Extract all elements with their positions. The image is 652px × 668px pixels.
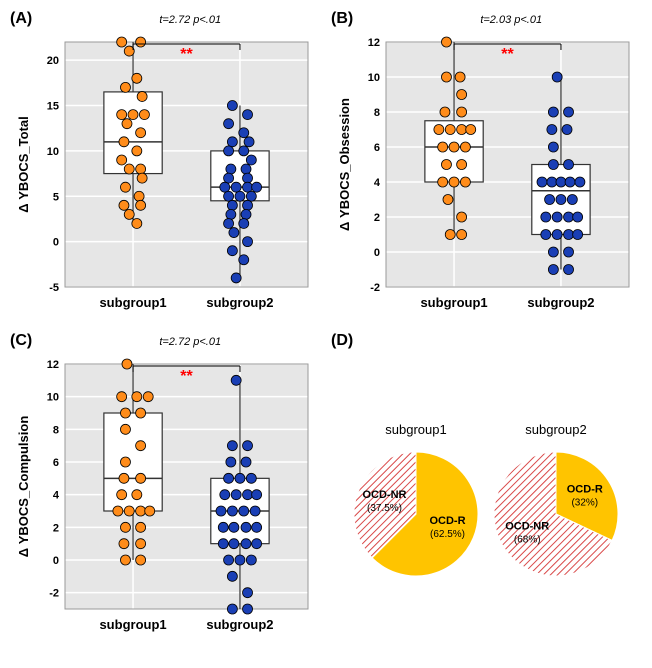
panel-label-a: (A) <box>10 10 32 28</box>
svg-text:**: ** <box>180 46 193 63</box>
svg-text:(37.5%): (37.5%) <box>367 503 402 514</box>
stat-c: t=2.72 p<.01 <box>159 336 221 348</box>
svg-text:0: 0 <box>374 247 380 259</box>
svg-text:subgroup1: subgroup1 <box>385 422 446 437</box>
svg-text:subgroup1: subgroup1 <box>420 295 487 310</box>
boxchart-a: -5 0 5 10 15 20 ** subgroup1 subgroup2 Δ YBOCS_To… <box>10 12 320 322</box>
svg-text:**: ** <box>501 46 514 63</box>
figure-grid: (A) t=2.72 p<.01 -505101520**subgroup1su… <box>10 10 642 644</box>
stat-b: t=2.03 p<.01 <box>480 14 542 26</box>
svg-text:-2: -2 <box>49 588 59 600</box>
svg-text:5: 5 <box>53 191 59 203</box>
svg-text:0: 0 <box>53 555 59 567</box>
svg-text:8: 8 <box>53 424 59 436</box>
svg-text:OCD-NR: OCD-NR <box>505 520 549 532</box>
stat-a: t=2.72 p<.01 <box>159 14 221 26</box>
svg-text:Δ YBOCS_Total: Δ YBOCS_Total <box>16 116 31 213</box>
svg-text:subgroup1: subgroup1 <box>99 295 166 310</box>
piecharts-d: subgroup1 OCD-R (62.5%) OCD-NR (37.5%) subgro… <box>331 334 641 644</box>
boxchart-c: -2 0 2 4 6 8 10 12 ** subgroup1 subgroup2 Δ YBOCS_C… <box>10 334 320 644</box>
svg-text:12: 12 <box>47 359 59 371</box>
svg-text:**: ** <box>180 368 193 385</box>
svg-text:(32%): (32%) <box>571 498 598 509</box>
svg-text:-5: -5 <box>49 282 59 294</box>
panel-d: (D) subgroup1OCD-R(62.5%)OCD-NR(37.5%)su… <box>331 332 642 644</box>
svg-text:10: 10 <box>47 392 59 404</box>
svg-text:10: 10 <box>368 72 380 84</box>
svg-text:0: 0 <box>53 237 59 249</box>
svg-text:2: 2 <box>374 212 380 224</box>
svg-text:Δ YBOCS_Obsession: Δ YBOCS_Obsession <box>337 98 352 231</box>
svg-text:(62.5%): (62.5%) <box>430 529 465 540</box>
svg-text:OCD-R: OCD-R <box>429 515 465 527</box>
svg-text:Δ YBOCS_Compulsion: Δ YBOCS_Compulsion <box>16 416 31 558</box>
svg-text:subgroup2: subgroup2 <box>206 617 273 632</box>
panel-label-c: (C) <box>10 332 32 350</box>
panel-a: (A) t=2.72 p<.01 -5 0 5 10 15 20 ** subgroup1 su… <box>10 10 321 322</box>
svg-text:8: 8 <box>374 107 380 119</box>
svg-text:6: 6 <box>374 142 380 154</box>
svg-text:OCD-NR: OCD-NR <box>362 489 406 501</box>
svg-text:6: 6 <box>53 457 59 469</box>
svg-text:4: 4 <box>53 490 60 502</box>
panel-c: (C) t=2.72 p<.01 -2 0 2 4 6 8 10 12 ** subgroup1 s… <box>10 332 321 644</box>
boxchart-b: -2 0 2 4 6 8 10 12 ** subgroup1 subgroup2 Δ YBOCS_O… <box>331 12 641 322</box>
svg-text:4: 4 <box>374 177 381 189</box>
svg-text:2: 2 <box>53 522 59 534</box>
panel-label-d: (D) <box>331 332 353 350</box>
panel-b: (B) t=2.03 p<.01 -2 0 2 4 6 8 10 12 ** subgroup1 s… <box>331 10 642 322</box>
svg-text:subgroup2: subgroup2 <box>527 295 594 310</box>
svg-text:10: 10 <box>47 146 59 158</box>
svg-text:15: 15 <box>47 101 59 113</box>
svg-text:12: 12 <box>368 37 380 49</box>
svg-text:20: 20 <box>47 55 59 67</box>
svg-text:subgroup1: subgroup1 <box>99 617 166 632</box>
panel-label-b: (B) <box>331 10 353 28</box>
svg-text:subgroup2: subgroup2 <box>525 422 586 437</box>
svg-text:subgroup2: subgroup2 <box>206 295 273 310</box>
svg-text:OCD-R: OCD-R <box>567 484 603 496</box>
svg-text:(68%): (68%) <box>514 534 541 545</box>
svg-text:-2: -2 <box>370 282 380 294</box>
